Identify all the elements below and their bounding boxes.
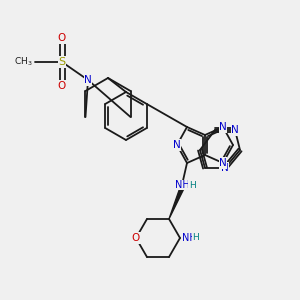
Text: O: O xyxy=(58,81,66,91)
Text: N: N xyxy=(219,158,227,168)
Text: N: N xyxy=(221,163,229,173)
Text: N: N xyxy=(84,75,92,85)
Text: O: O xyxy=(58,33,66,43)
Text: NH: NH xyxy=(182,233,197,243)
Polygon shape xyxy=(169,187,184,219)
Text: N: N xyxy=(219,122,227,132)
Text: N: N xyxy=(173,140,181,150)
Text: O: O xyxy=(132,233,140,243)
Text: S: S xyxy=(58,57,66,67)
Text: CH$_3$: CH$_3$ xyxy=(14,56,33,68)
Text: H: H xyxy=(192,233,199,242)
Text: H: H xyxy=(189,181,195,190)
Text: N: N xyxy=(231,125,239,135)
Text: NH: NH xyxy=(175,180,189,190)
